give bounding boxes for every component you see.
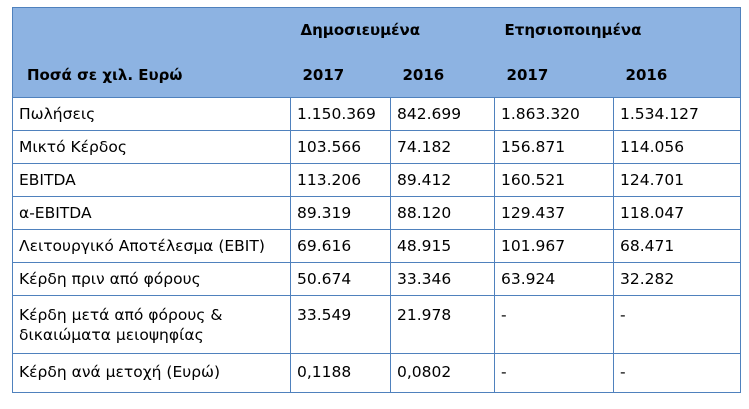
row-value: 842.699 <box>389 97 496 131</box>
table-row: α-EBITDA 89.319 88.120 129.437 118.047 <box>12 196 742 230</box>
row-value: - <box>494 295 615 354</box>
row-value: 48.915 <box>389 229 496 263</box>
row-value: 1.534.127 <box>613 97 742 131</box>
table-header-year-row: Ποσά σε χιλ. Ευρώ 2017 2016 2017 2016 <box>12 52 741 98</box>
row-value: 156.871 <box>494 130 615 164</box>
row-value: 33.346 <box>389 262 496 296</box>
row-value: - <box>494 353 615 393</box>
row-value: 0,0802 <box>389 353 496 393</box>
row-value: 113.206 <box>290 163 391 197</box>
header-amounts-label: Ποσά σε χιλ. Ευρώ <box>12 52 291 98</box>
row-label: Πωλήσεις <box>12 97 291 131</box>
header-year: 2017 <box>494 52 614 98</box>
row-value: 68.471 <box>613 229 742 263</box>
row-label: α-EBITDA <box>12 196 291 230</box>
row-value: 129.437 <box>494 196 615 230</box>
row-value: - <box>613 295 742 354</box>
row-label: Κέρδη ανά μετοχή (Ευρώ) <box>12 353 291 393</box>
row-label: Κέρδη πριν από φόρους <box>12 262 291 296</box>
table-row: Κέρδη μετά από φόρους & δικαιώματα μειοψ… <box>12 295 742 354</box>
row-value: 1.863.320 <box>494 97 615 131</box>
table-row: Κέρδη πριν από φόρους 50.674 33.346 63.9… <box>12 262 742 296</box>
row-value: 88.120 <box>389 196 496 230</box>
row-value: 33.549 <box>290 295 391 354</box>
table-row: Κέρδη ανά μετοχή (Ευρώ) 0,1188 0,0802 - … <box>12 353 742 393</box>
table-row: EBITDA 113.206 89.412 160.521 124.701 <box>12 163 742 197</box>
header-empty-cell <box>12 7 291 52</box>
row-value: 124.701 <box>613 163 742 197</box>
table-row: Μικτό Κέρδος 103.566 74.182 156.871 114.… <box>12 130 742 164</box>
row-value: 63.924 <box>494 262 615 296</box>
row-value: 103.566 <box>290 130 391 164</box>
row-value: 32.282 <box>613 262 742 296</box>
header-year: 2017 <box>290 52 391 98</box>
row-value: 101.967 <box>494 229 615 263</box>
row-value: 50.674 <box>290 262 391 296</box>
row-value: 114.056 <box>613 130 742 164</box>
table-header-group-row: Δημοσιευμένα Ετησιοποιημένα <box>12 7 741 52</box>
header-annualized: Ετησιοποιημένα <box>494 7 741 52</box>
row-value: 1.150.369 <box>290 97 391 131</box>
financial-results-table: Δημοσιευμένα Ετησιοποιημένα Ποσά σε χιλ.… <box>12 7 742 393</box>
row-value: 0,1188 <box>290 353 391 393</box>
row-label: Μικτό Κέρδος <box>12 130 291 164</box>
row-label: Λειτουργικό Αποτέλεσμα (EBIT) <box>12 229 291 263</box>
row-value: 118.047 <box>613 196 742 230</box>
header-year: 2016 <box>390 52 495 98</box>
table-row: Πωλήσεις 1.150.369 842.699 1.863.320 1.5… <box>12 97 742 131</box>
row-value: 21.978 <box>389 295 496 354</box>
row-value: 74.182 <box>389 130 496 164</box>
row-value: - <box>613 353 742 393</box>
row-label: Κέρδη μετά από φόρους & δικαιώματα μειοψ… <box>12 295 291 354</box>
table-row: Λειτουργικό Αποτέλεσμα (EBIT) 69.616 48.… <box>12 229 742 263</box>
row-label: EBITDA <box>12 163 291 197</box>
row-value: 160.521 <box>494 163 615 197</box>
row-value: 89.319 <box>290 196 391 230</box>
row-value: 89.412 <box>389 163 496 197</box>
header-published: Δημοσιευμένα <box>290 7 495 52</box>
header-year: 2016 <box>613 52 741 98</box>
row-value: 69.616 <box>290 229 391 263</box>
